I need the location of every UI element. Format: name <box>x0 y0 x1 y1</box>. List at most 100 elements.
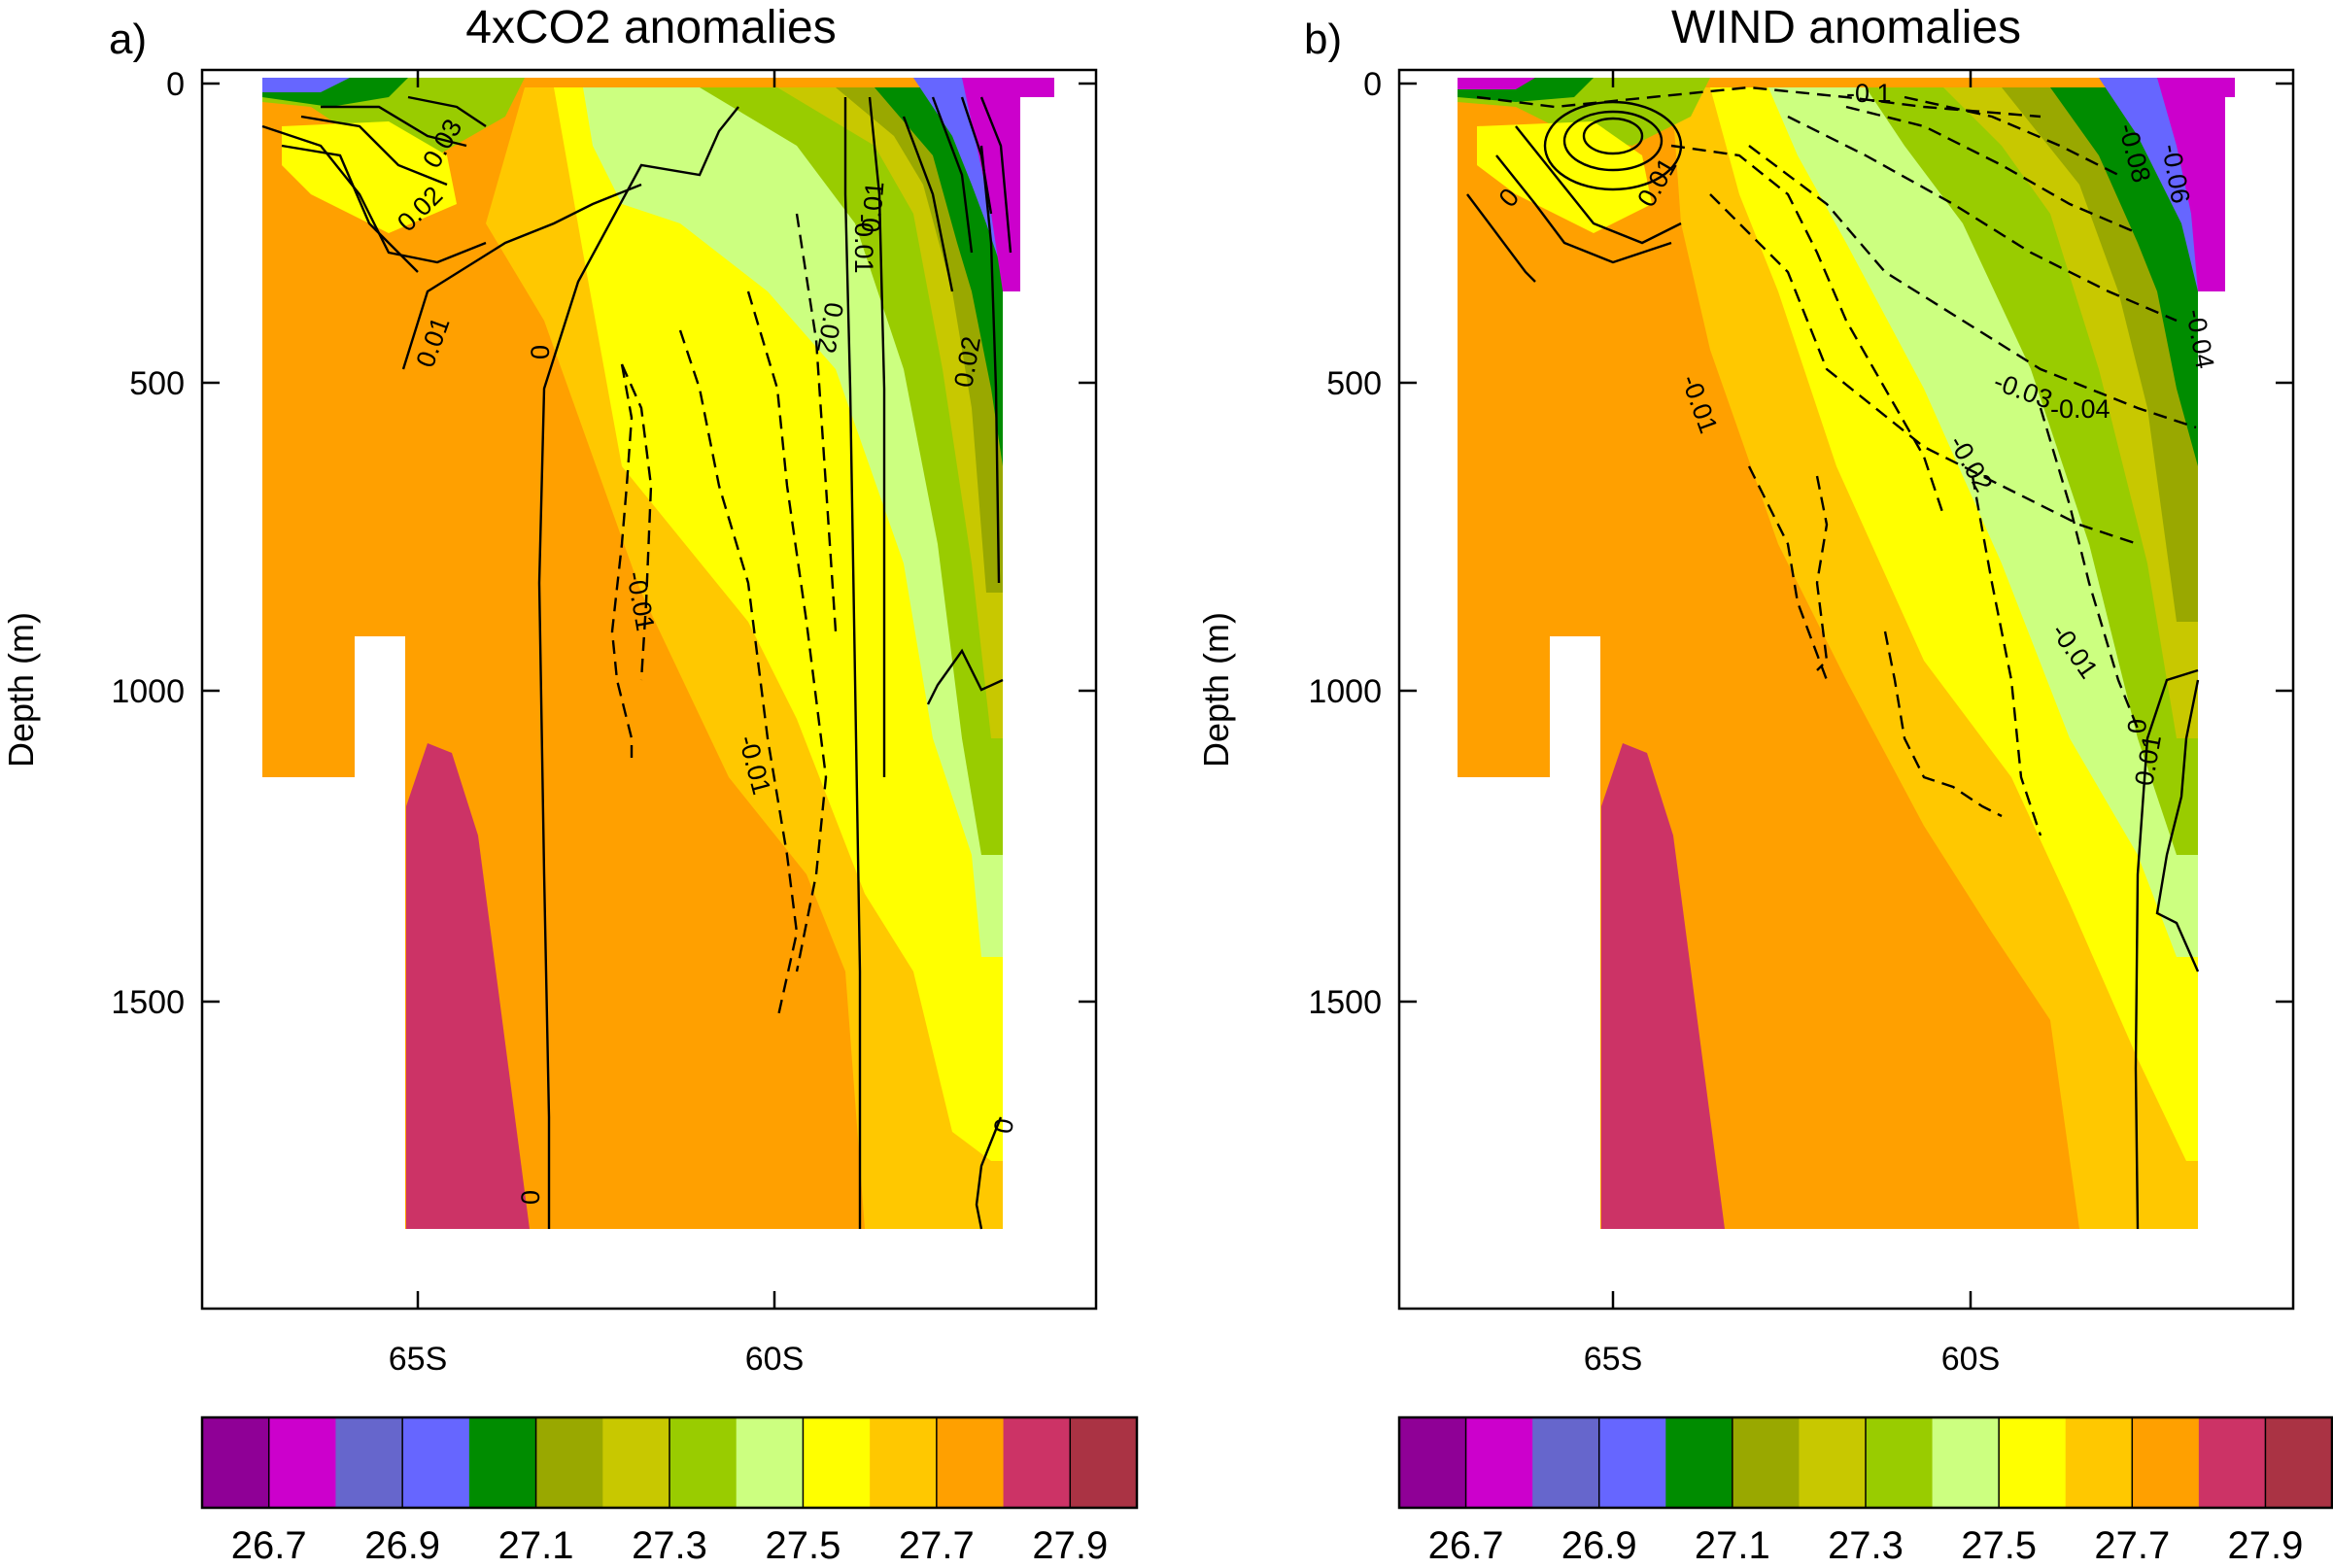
colorbar-swatch <box>202 1417 270 1508</box>
contour-line-shelf-d <box>321 105 467 148</box>
no-data-left <box>1399 70 1458 1309</box>
topography-block <box>1458 777 1550 1229</box>
contour-line-steep-a <box>902 116 954 292</box>
contour-line-0.01 <box>401 183 642 370</box>
panel-label: a) <box>109 16 147 63</box>
panel-b-axes <box>1397 68 2295 1311</box>
contour-line-deep <box>975 1116 1003 1230</box>
panel-b-filled-contours <box>1399 70 2293 1309</box>
contour-label: 0 <box>526 345 555 359</box>
contour-line-0 <box>843 97 862 1229</box>
contour-line-zero <box>2134 668 2199 1230</box>
y-tick-label: 1500 <box>111 984 185 1021</box>
topography-block <box>355 636 405 1229</box>
contour-label: -0.04 <box>2050 394 2110 424</box>
contour-line-neg-deep-b <box>1971 475 2042 836</box>
contour-label: -0.1 <box>1846 79 1892 108</box>
contour-line-neg-0.01b <box>620 363 653 681</box>
no-data-left <box>202 70 262 1309</box>
colorbar-swatch <box>1598 1417 1666 1508</box>
contour-line-neg-deep-c <box>2039 407 2140 730</box>
colorbar-swatch <box>335 1417 403 1508</box>
x-tick-label: 60S <box>1941 1341 2001 1378</box>
panel-a-axes <box>200 68 1098 1311</box>
chart-title: 4xCO2 anomalies <box>465 2 837 53</box>
contour-label: -0.01 <box>849 214 878 274</box>
contour-line-shelf-e <box>407 95 487 127</box>
contour-label: 0 <box>987 1116 1018 1136</box>
colorbar-swatch <box>602 1417 670 1508</box>
colorbar-swatch <box>1399 1417 1467 1508</box>
y-tick-label: 500 <box>1326 365 1382 402</box>
colorbar-swatch <box>2198 1417 2266 1508</box>
density-fill-shelf-3 <box>262 78 350 92</box>
colorbar-tick-label: 27.7 <box>2094 1524 2170 1567</box>
contour-label: 0.01 <box>856 181 889 234</box>
colorbar-tick-label: 26.7 <box>1428 1524 1504 1567</box>
contour-line-0.01b <box>868 96 886 777</box>
chart-title: WIND anomalies <box>1671 2 2021 53</box>
colorbar-swatch <box>468 1417 537 1508</box>
contour-line-shelf <box>261 124 487 264</box>
colorbar-tick-label: 27.1 <box>498 1524 574 1567</box>
contour-line-0.02b <box>979 145 1001 584</box>
colorbar-swatch <box>1665 1417 1733 1508</box>
colorbar-swatch <box>1932 1417 2000 1508</box>
colorbar-swatch <box>1465 1417 1533 1508</box>
colorbar-swatch <box>2132 1417 2200 1508</box>
topography-block <box>262 777 355 1229</box>
colorbar-swatch <box>1070 1417 1138 1508</box>
colorbar-swatch <box>2065 1417 2133 1508</box>
contour-line-steep-b <box>931 96 974 254</box>
contour-line-eddy-outer3 <box>1466 193 1536 283</box>
colorbar-swatch <box>803 1417 871 1508</box>
colorbar-tick-label: 27.3 <box>632 1524 707 1567</box>
contour-label: 0 <box>2122 719 2151 733</box>
colorbar-tick-label: 26.7 <box>231 1524 307 1567</box>
contour-line-eddy-outer2 <box>1495 154 1672 264</box>
contour-line-steep-d <box>979 96 1012 254</box>
contour-label: 0 <box>516 1190 545 1205</box>
panel-b-frame <box>1397 68 2295 1311</box>
contour-line-neg-0.02 <box>795 213 838 632</box>
no-data-right <box>2235 70 2293 1309</box>
panel-a-contour-lines <box>261 95 1012 1230</box>
colorbar-swatch <box>669 1417 738 1508</box>
colorbar-swatch <box>1003 1417 1071 1508</box>
y-tick-label: 1000 <box>111 673 185 710</box>
topography-block <box>1550 636 1600 1229</box>
colorbar-tick-label: 27.3 <box>1828 1524 1904 1567</box>
colorbar-tick-label: 27.7 <box>899 1524 975 1567</box>
colorbar-tick-label: 27.5 <box>1961 1524 2037 1567</box>
colorbar-tick-label: 27.1 <box>1695 1524 1770 1567</box>
colorbar-tick-label: 26.9 <box>364 1524 440 1567</box>
y-axis-label: Depth (m) <box>1 612 41 767</box>
panel-a-dashed-contours <box>610 213 838 1021</box>
contour-line-shelf-b <box>281 144 419 273</box>
contour-line-neg-deep <box>1883 631 2003 818</box>
panel-a-frame <box>200 68 1098 1311</box>
y-tick-label: 1500 <box>1308 984 1382 1021</box>
contour-line-steep-c <box>960 96 993 215</box>
contour-line-neg-small <box>1815 475 1829 671</box>
y-tick-label: 1000 <box>1308 673 1382 710</box>
contour-line-neg-small-b <box>1747 465 1829 681</box>
panel-label: b) <box>1304 16 1342 63</box>
panel-b-contour-lines <box>1466 100 2200 1230</box>
panel-a-filled-contours <box>202 70 1096 1309</box>
contour-line-zero <box>537 106 739 1229</box>
contour-line-eddy-outer <box>1515 125 1682 245</box>
density-fill-27.8 <box>1601 743 1725 1229</box>
x-tick-label: 60S <box>745 1341 805 1378</box>
no-data-right <box>1054 70 1096 1309</box>
density-fill-shelf-4 <box>282 121 457 233</box>
y-tick-label: 500 <box>129 365 185 402</box>
contour-line-neg-0.06 <box>1845 105 2139 235</box>
contour-line-neg-0.01c <box>678 329 799 1021</box>
colorbar-swatch <box>936 1417 1005 1508</box>
y-tick-label: 0 <box>1363 66 1382 103</box>
y-axis-label: Depth (m) <box>1196 612 1236 767</box>
colorbar-swatch <box>1999 1417 2067 1508</box>
contour-line-neg-0.02 <box>1709 193 2139 546</box>
